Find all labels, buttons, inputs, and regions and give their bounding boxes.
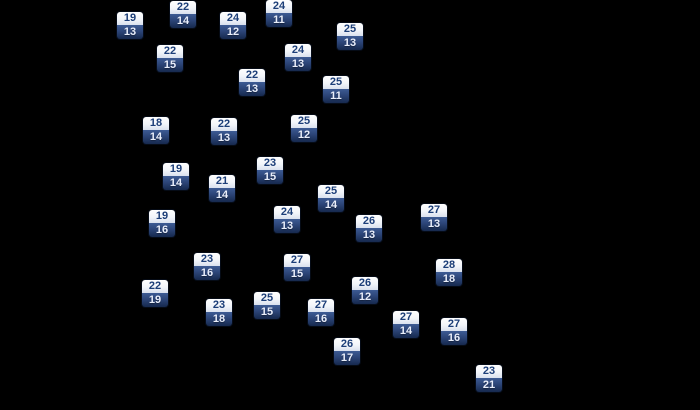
temp-badge[interactable]: 18 14 — [143, 117, 169, 144]
low-temp-value: 14 — [170, 14, 196, 28]
high-temp-value: 27 — [308, 299, 334, 312]
low-temp-value: 15 — [157, 58, 183, 72]
high-temp-value: 27 — [393, 311, 419, 324]
low-temp-value: 13 — [421, 217, 447, 231]
temp-badge[interactable]: 25 13 — [337, 23, 363, 50]
high-temp-value: 27 — [441, 318, 467, 331]
high-temp-value: 22 — [170, 1, 196, 14]
temp-badge[interactable]: 22 13 — [239, 69, 265, 96]
temp-badge[interactable]: 19 16 — [149, 210, 175, 237]
temp-badge[interactable]: 25 15 — [254, 292, 280, 319]
temp-badge[interactable]: 26 13 — [356, 215, 382, 242]
temp-badge[interactable]: 27 15 — [284, 254, 310, 281]
low-temp-value: 16 — [149, 223, 175, 237]
low-temp-value: 12 — [220, 25, 246, 39]
temp-badge[interactable]: 22 13 — [211, 118, 237, 145]
temp-badge[interactable]: 24 13 — [285, 44, 311, 71]
low-temp-value: 11 — [323, 89, 349, 103]
temp-badge[interactable]: 25 11 — [323, 76, 349, 103]
low-temp-value: 14 — [163, 176, 189, 190]
low-temp-value: 13 — [239, 82, 265, 96]
low-temp-value: 14 — [318, 198, 344, 212]
low-temp-value: 18 — [436, 272, 462, 286]
high-temp-value: 22 — [211, 118, 237, 131]
high-temp-value: 25 — [254, 292, 280, 305]
low-temp-value: 16 — [308, 312, 334, 326]
temp-badge[interactable]: 22 15 — [157, 45, 183, 72]
low-temp-value: 16 — [441, 331, 467, 345]
temp-badge[interactable]: 23 18 — [206, 299, 232, 326]
temp-badge[interactable]: 23 15 — [257, 157, 283, 184]
low-temp-value: 14 — [143, 130, 169, 144]
temp-badge[interactable]: 27 16 — [441, 318, 467, 345]
low-temp-value: 11 — [266, 13, 292, 27]
temp-badge[interactable]: 19 13 — [117, 12, 143, 39]
high-temp-value: 22 — [239, 69, 265, 82]
high-temp-value: 19 — [117, 12, 143, 25]
low-temp-value: 18 — [206, 312, 232, 326]
high-temp-value: 23 — [194, 253, 220, 266]
high-temp-value: 25 — [318, 185, 344, 198]
temp-badge[interactable]: 24 13 — [274, 206, 300, 233]
high-temp-value: 25 — [323, 76, 349, 89]
low-temp-value: 13 — [337, 36, 363, 50]
low-temp-value: 16 — [194, 266, 220, 280]
high-temp-value: 26 — [356, 215, 382, 228]
low-temp-value: 17 — [334, 351, 360, 365]
high-temp-value: 24 — [220, 12, 246, 25]
high-temp-value: 18 — [143, 117, 169, 130]
temp-badge[interactable]: 22 19 — [142, 280, 168, 307]
low-temp-value: 19 — [142, 293, 168, 307]
high-temp-value: 24 — [285, 44, 311, 57]
low-temp-value: 15 — [254, 305, 280, 319]
temp-badge[interactable]: 21 14 — [209, 175, 235, 202]
temp-badge[interactable]: 26 17 — [334, 338, 360, 365]
high-temp-value: 23 — [257, 157, 283, 170]
temp-badge[interactable]: 25 14 — [318, 185, 344, 212]
high-temp-value: 28 — [436, 259, 462, 272]
low-temp-value: 15 — [284, 267, 310, 281]
high-temp-value: 25 — [337, 23, 363, 36]
temp-badge[interactable]: 24 11 — [266, 0, 292, 27]
low-temp-value: 13 — [356, 228, 382, 242]
temp-badge[interactable]: 19 14 — [163, 163, 189, 190]
temp-badge[interactable]: 23 21 — [476, 365, 502, 392]
low-temp-value: 12 — [291, 128, 317, 142]
high-temp-value: 19 — [149, 210, 175, 223]
high-temp-value: 24 — [274, 206, 300, 219]
high-temp-value: 27 — [421, 204, 447, 217]
high-temp-value: 23 — [476, 365, 502, 378]
low-temp-value: 14 — [209, 188, 235, 202]
high-temp-value: 22 — [142, 280, 168, 293]
low-temp-value: 13 — [211, 131, 237, 145]
temp-badge[interactable]: 28 18 — [436, 259, 462, 286]
low-temp-value: 15 — [257, 170, 283, 184]
temp-badge[interactable]: 26 12 — [352, 277, 378, 304]
high-temp-value: 26 — [334, 338, 360, 351]
high-temp-value: 24 — [266, 0, 292, 13]
low-temp-value: 13 — [285, 57, 311, 71]
temp-badge[interactable]: 24 12 — [220, 12, 246, 39]
temp-badge[interactable]: 27 13 — [421, 204, 447, 231]
low-temp-value: 21 — [476, 378, 502, 392]
low-temp-value: 13 — [117, 25, 143, 39]
temp-badge[interactable]: 22 14 — [170, 1, 196, 28]
temp-badge[interactable]: 23 16 — [194, 253, 220, 280]
high-temp-value: 19 — [163, 163, 189, 176]
temp-badge[interactable]: 27 14 — [393, 311, 419, 338]
high-temp-value: 22 — [157, 45, 183, 58]
high-temp-value: 21 — [209, 175, 235, 188]
low-temp-value: 13 — [274, 219, 300, 233]
high-temp-value: 23 — [206, 299, 232, 312]
high-temp-value: 26 — [352, 277, 378, 290]
low-temp-value: 12 — [352, 290, 378, 304]
high-temp-value: 27 — [284, 254, 310, 267]
low-temp-value: 14 — [393, 324, 419, 338]
temp-badge[interactable]: 25 12 — [291, 115, 317, 142]
high-temp-value: 25 — [291, 115, 317, 128]
temp-badge[interactable]: 27 16 — [308, 299, 334, 326]
